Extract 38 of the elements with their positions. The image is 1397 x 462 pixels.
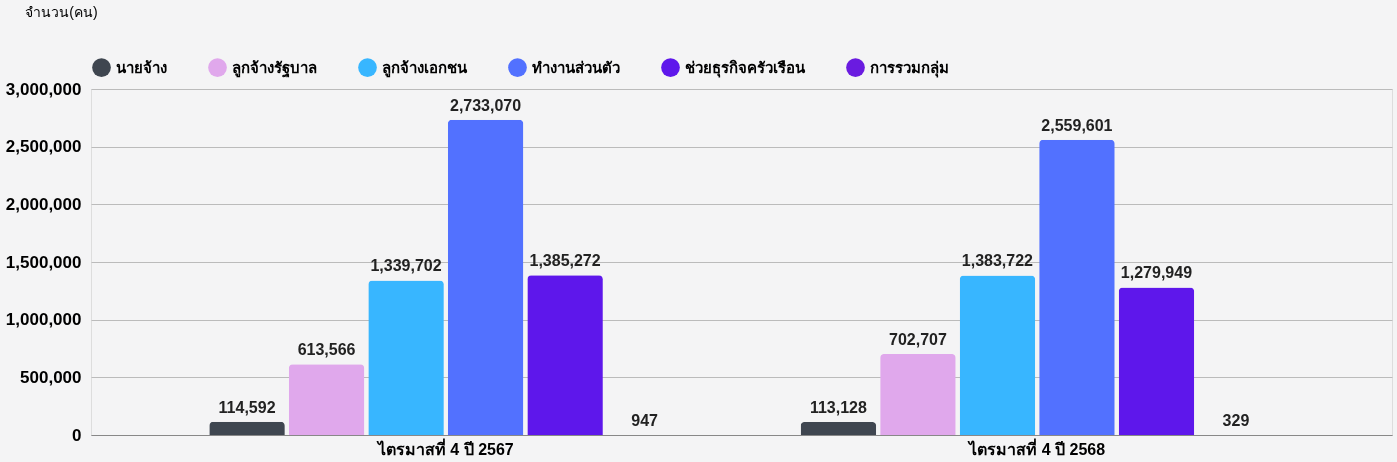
y-tick-label: 500,000 bbox=[20, 367, 82, 387]
bar bbox=[447, 119, 524, 435]
data-label: 1,339,702 bbox=[370, 257, 442, 275]
data-label: 947 bbox=[631, 411, 659, 429]
data-label: 329 bbox=[1222, 411, 1250, 429]
data-label: 1,385,272 bbox=[529, 252, 601, 270]
data-label: 2,559,601 bbox=[1041, 116, 1113, 134]
legend-label: ทำงานส่วนตัว bbox=[532, 58, 620, 76]
bar bbox=[527, 275, 603, 435]
x-tick-label: ไตรมาสที่ 4 ปี 2568 bbox=[967, 437, 1106, 458]
bar bbox=[800, 421, 877, 435]
legend-label: ลูกจ้างรัฐบาล bbox=[232, 58, 317, 78]
data-label: 113,128 bbox=[809, 398, 867, 416]
bar bbox=[880, 353, 956, 435]
bar bbox=[1118, 287, 1195, 435]
y-tick-label: 0 bbox=[72, 425, 82, 445]
data-label: 613,566 bbox=[297, 341, 356, 359]
y-tick-label: 1,500,000 bbox=[5, 252, 82, 272]
x-tick-label: ไตรมาสที่ 4 ปี 2567 bbox=[375, 437, 514, 458]
y-tick-label: 3,000,000 bbox=[5, 79, 82, 99]
bar bbox=[368, 280, 444, 435]
legend-label: การรวมกลุ่ม bbox=[870, 58, 949, 78]
y-axis-title: จำนวน(คน) bbox=[25, 3, 98, 20]
data-label: 702,707 bbox=[888, 330, 947, 348]
legend-label: ช่วยธุรกิจครัวเรือน bbox=[685, 58, 806, 78]
data-label: 2,733,070 bbox=[449, 96, 522, 114]
bar bbox=[959, 275, 1036, 435]
data-label: 114,592 bbox=[218, 398, 276, 416]
bar bbox=[209, 421, 285, 435]
bar bbox=[288, 364, 365, 435]
y-tick-label: 2,000,000 bbox=[5, 194, 82, 214]
legend-label: ลูกจ้างเอกชน bbox=[382, 58, 468, 78]
y-tick-label: 1,000,000 bbox=[5, 310, 82, 330]
y-tick-label: 2,500,000 bbox=[5, 137, 82, 157]
data-label: 1,279,949 bbox=[1120, 264, 1193, 282]
bar bbox=[1039, 139, 1115, 435]
legend-label: นายจ้าง bbox=[116, 58, 167, 76]
data-label: 1,383,722 bbox=[961, 252, 1034, 270]
